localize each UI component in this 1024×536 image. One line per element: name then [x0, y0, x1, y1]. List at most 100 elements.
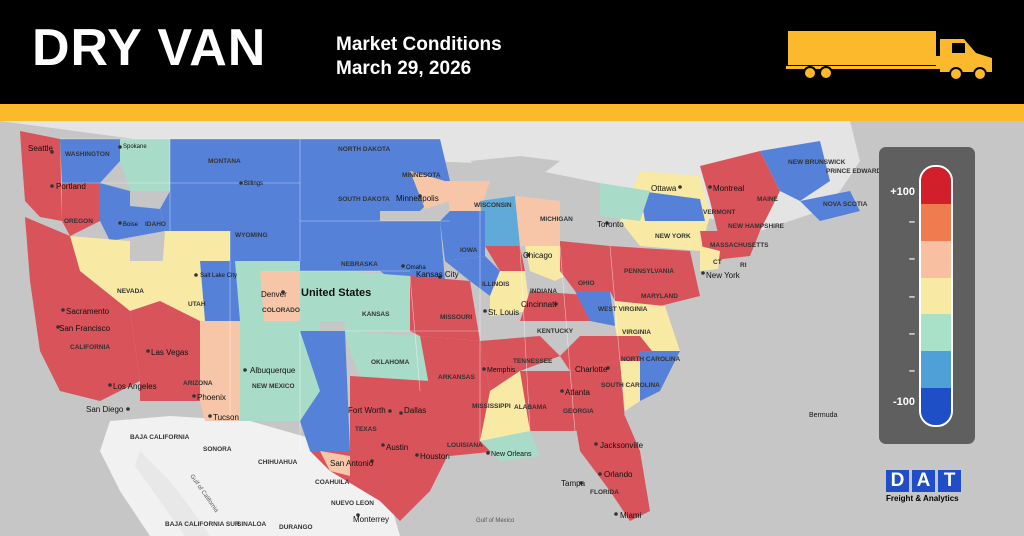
city-label-new-orleans: New Orleans	[491, 451, 532, 458]
state-label-minnesota: MINNESOTA	[402, 172, 441, 179]
city-label-omaha: Omaha	[406, 265, 426, 271]
city-dot-denver	[281, 290, 285, 294]
region-tucson	[200, 321, 240, 421]
state-label-west-virginia: WEST VIRGINIA	[598, 306, 648, 313]
state-labels: WASHINGTON MONTANA NORTH DAKOTA MINNESOT…	[64, 146, 908, 531]
region-south-dakota	[300, 171, 380, 221]
city-dot-new-orleans	[486, 451, 490, 455]
state-label-massachusetts: MASSACHUSETTS	[710, 242, 769, 249]
region-nevada	[70, 236, 165, 311]
region-nebraska	[300, 221, 445, 286]
region-west-virginia	[575, 291, 615, 326]
logo-letter-t: T	[938, 470, 961, 492]
city-dot-memphis	[482, 367, 486, 371]
city-label-miami: Miami	[620, 511, 642, 520]
city-dot-montreal	[708, 185, 712, 189]
state-label-prince-edward-island: PRINCE EDWARD ISLAND	[826, 168, 908, 175]
truck-icon	[786, 31, 992, 81]
region-arizona	[130, 301, 200, 401]
state-label-baja-california-sur: BAJA CALIFORNIA SUR	[165, 521, 240, 528]
region-oregon	[62, 183, 100, 236]
region-missouri	[410, 276, 480, 341]
state-label-new-hampshire: NEW HAMPSHIRE	[728, 223, 785, 230]
city-label-montreal: Montreal	[713, 184, 744, 193]
city-label-tampa: Tampa	[561, 479, 586, 488]
state-borders	[60, 138, 621, 451]
region-colorado-south	[260, 271, 300, 331]
city-dot-orlando	[598, 472, 602, 476]
region-north-dakota	[300, 139, 370, 171]
legend-tick-1: –	[908, 216, 915, 228]
region-spokane	[120, 139, 170, 191]
state-label-illinois: ILLINOIS	[482, 281, 510, 288]
city-dot-sacramento	[61, 308, 65, 312]
region-charlotte	[560, 336, 660, 371]
subtitle-market-conditions: Market Conditions	[336, 34, 502, 55]
city-dot-new-york	[701, 271, 705, 275]
legend-swatch-6	[921, 351, 951, 389]
region-north-carolina-coast	[640, 351, 680, 401]
market-map: WASHINGTON MONTANA NORTH DAKOTA MINNESOT…	[0, 121, 1024, 536]
state-label-maine: MAINE	[757, 196, 779, 203]
logo-letter-d: D	[886, 470, 909, 492]
state-label-maryland: MARYLAND	[641, 293, 678, 300]
legend-top-label: +100	[890, 186, 915, 198]
city-dot-monterrey	[356, 513, 360, 517]
state-label-new-mexico: NEW MEXICO	[252, 383, 295, 390]
city-label-seattle: Seattle	[28, 144, 53, 153]
state-label-idaho: IDAHO	[145, 221, 166, 228]
region-new-brunswick	[760, 141, 830, 201]
state-label-california: CALIFORNIA	[70, 344, 110, 351]
region-colorado-west	[200, 261, 240, 321]
state-label-missouri: MISSOURI	[440, 314, 472, 321]
lake-huron	[560, 181, 600, 221]
region-minneapolis	[410, 171, 450, 209]
subtitle: Market Conditions March 29, 2026	[336, 33, 502, 81]
state-label-tennessee: TENNESSEE	[513, 358, 553, 365]
state-label-sinaloa: SINALOA	[237, 521, 267, 528]
city-label-monterrey: Monterrey	[353, 515, 389, 524]
city-dot-san-francisco	[56, 325, 60, 329]
region-nova-scotia	[800, 191, 860, 221]
state-label-washington: WASHINGTON	[65, 151, 110, 158]
city-dot-kansas-city	[438, 275, 442, 279]
city-dot-las-vegas	[146, 349, 150, 353]
state-label-arizona: ARIZONA	[183, 380, 213, 387]
region-chicago	[485, 246, 525, 271]
city-dot-boise	[118, 221, 122, 225]
region-illinois	[445, 256, 500, 296]
legend-swatch-4	[921, 277, 951, 315]
city-dot-omaha	[401, 264, 405, 268]
country-label: United States	[301, 287, 371, 299]
city-dot-austin	[381, 443, 385, 447]
region-georgia	[570, 361, 625, 431]
city-label-san-francisco: San Francisco	[59, 324, 111, 333]
region-texas	[310, 376, 450, 521]
city-label-houston: Houston	[420, 452, 450, 461]
city-dot-portland	[50, 184, 54, 188]
city-label-phoenix: Phoenix	[197, 393, 226, 402]
city-label-albuquerque: Albuquerque	[250, 366, 296, 375]
state-label-ri: RI	[740, 262, 747, 269]
state-label-chihuahua: CHIHUAHUA	[258, 459, 298, 466]
region-mississippi	[480, 371, 530, 451]
region-pennsylvania	[610, 246, 700, 306]
city-label-boise: Boise	[123, 222, 139, 228]
region-washington	[60, 139, 120, 183]
region-arkansas	[420, 336, 490, 391]
city-dot-minneapolis	[418, 194, 422, 198]
city-label-salt-lake-city: Salt Lake City	[200, 273, 237, 279]
city-dot-charlotte	[606, 366, 610, 370]
city-dot-chicago	[526, 253, 530, 257]
city-label-st-louis: St. Louis	[488, 308, 519, 317]
region-montana-wyoming	[160, 139, 300, 261]
state-label-vermont: VERMONT	[703, 209, 736, 216]
state-label-south-carolina: SOUTH CAROLINA	[601, 382, 660, 389]
accent-bar	[0, 104, 1024, 121]
state-label-nuevo-leon: NUEVO LEON	[331, 500, 374, 507]
state-label-north-dakota: NORTH DAKOTA	[338, 146, 391, 153]
state-label-nova-scotia: NOVA SCOTIA	[823, 201, 868, 208]
city-label-atlanta: Atlanta	[565, 388, 590, 397]
city-label-portland: Portland	[56, 182, 86, 191]
city-label-charlotte: Charlotte	[575, 365, 608, 374]
